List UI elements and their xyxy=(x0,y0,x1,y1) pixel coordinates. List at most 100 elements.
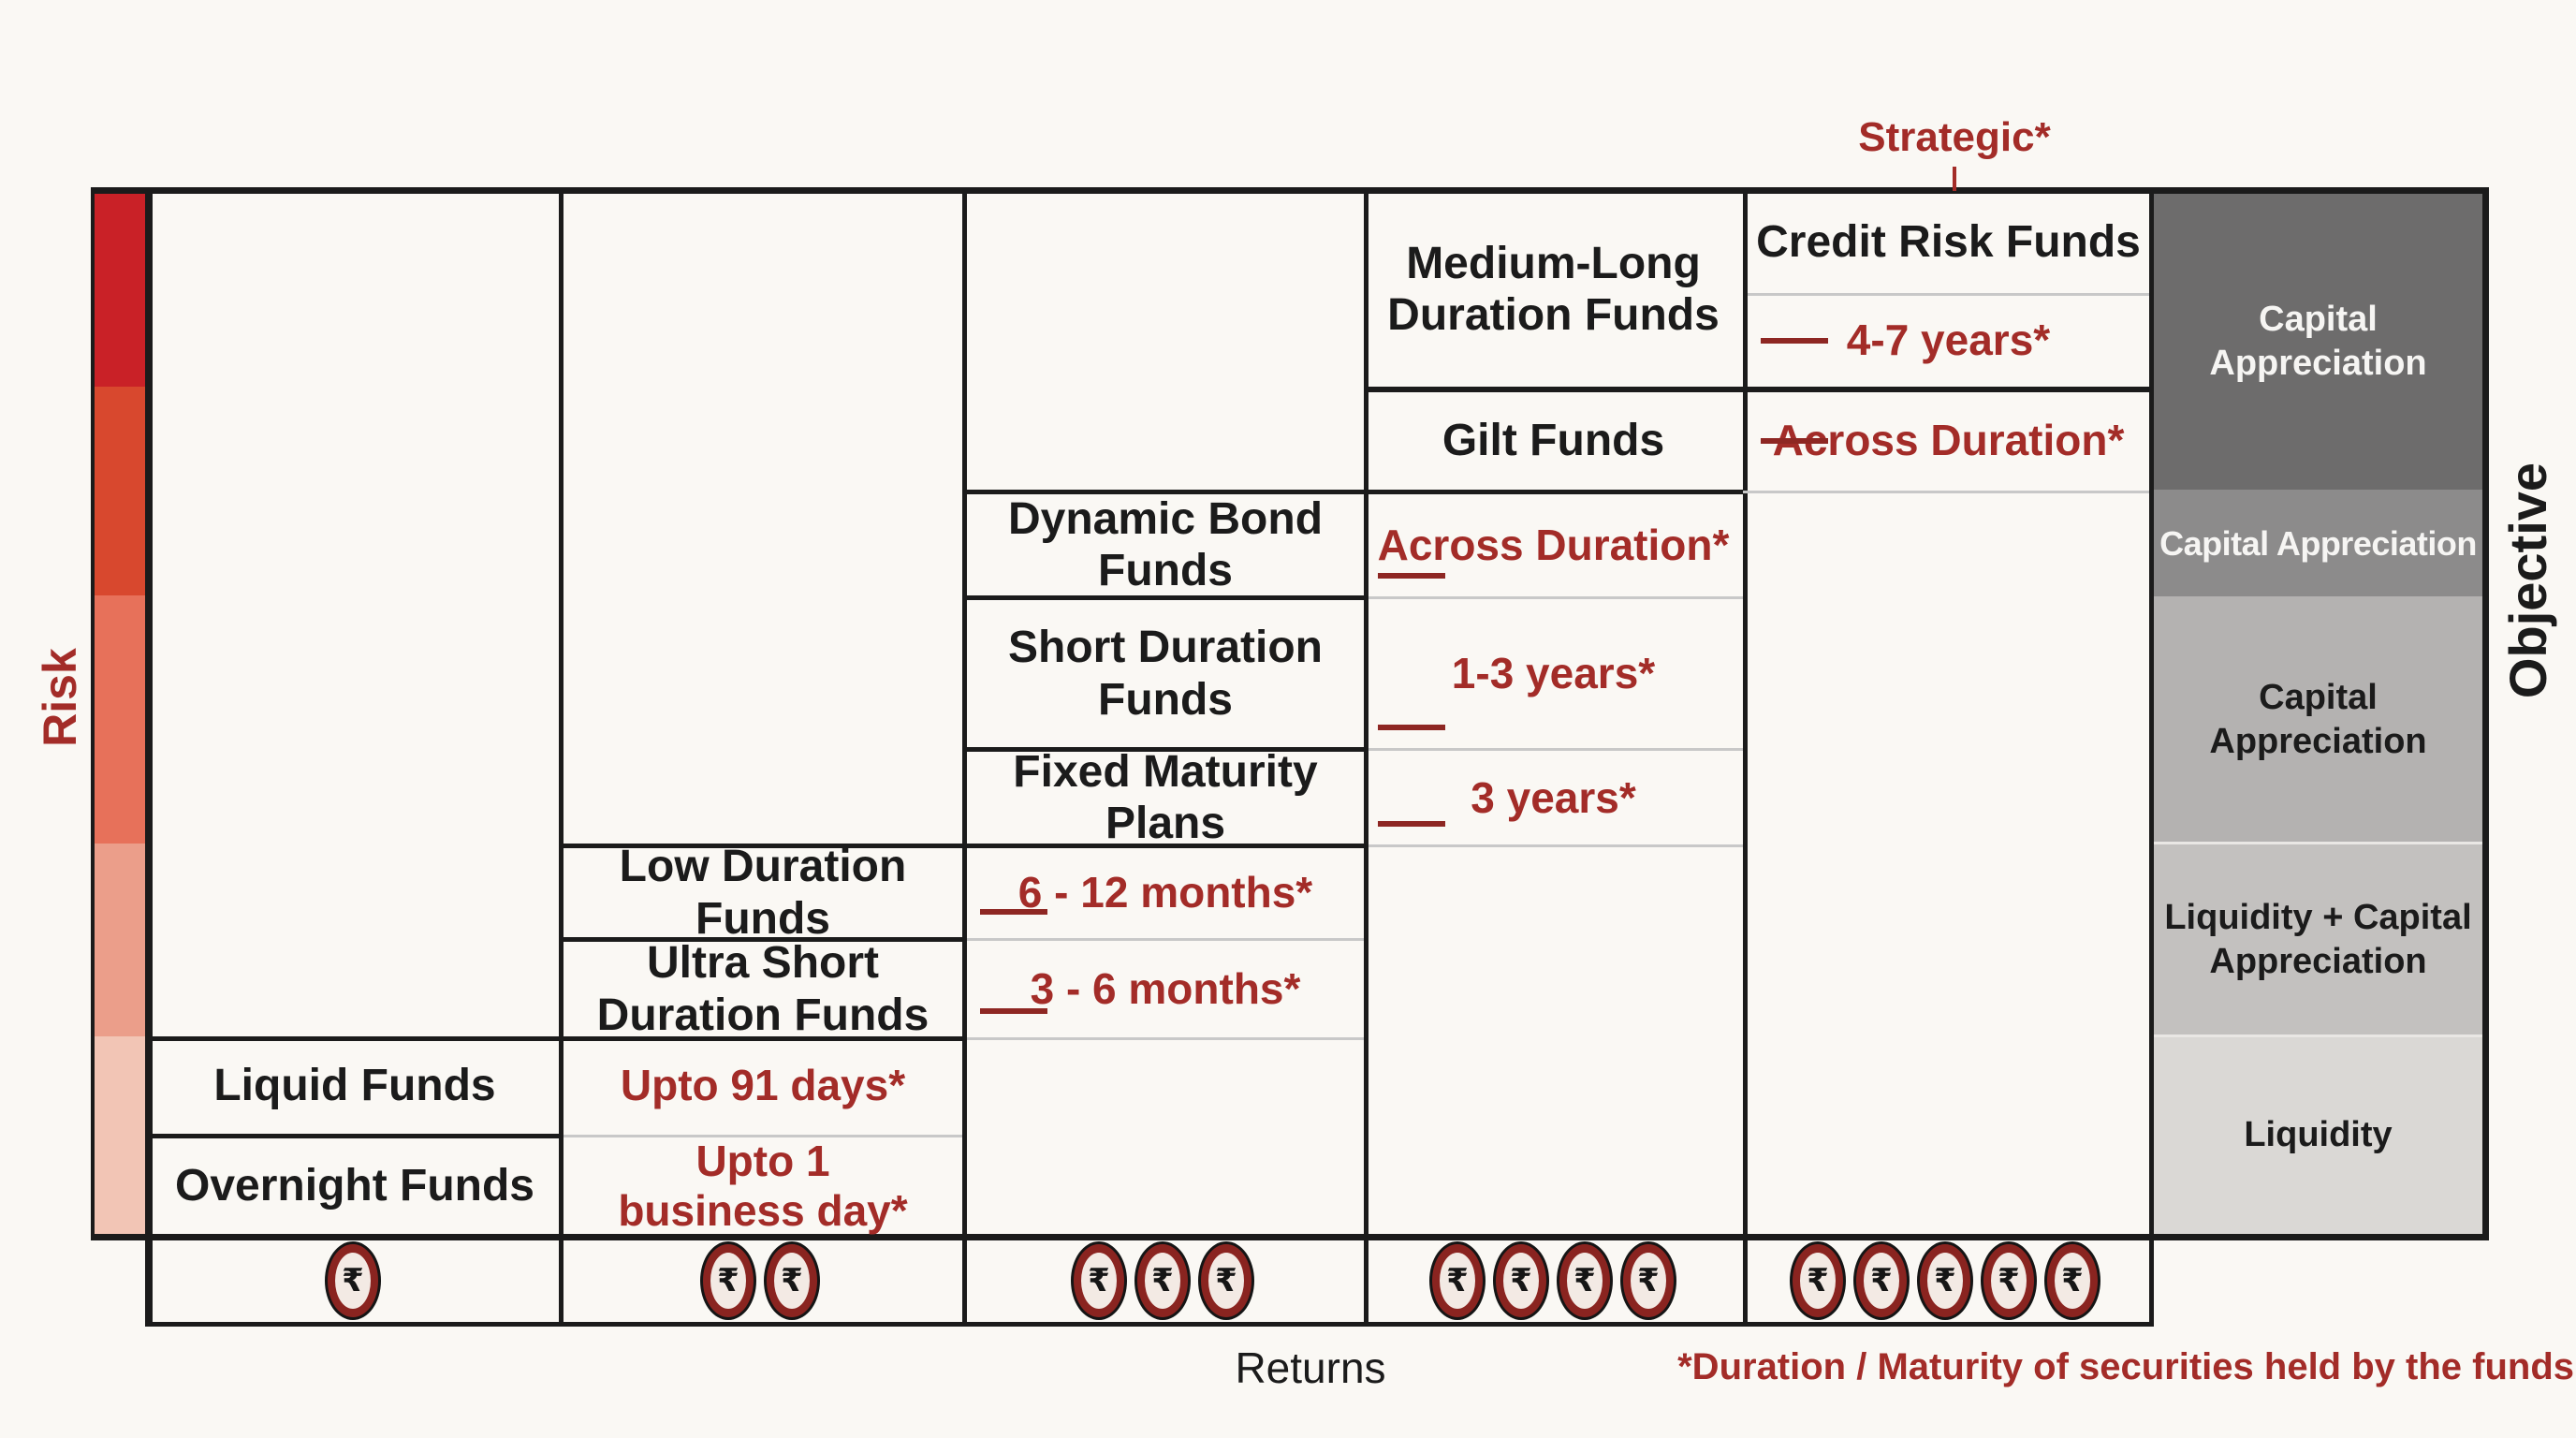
returns-axis-label: Returns xyxy=(1235,1343,1386,1392)
row-line xyxy=(1364,387,2149,392)
row-line xyxy=(1748,293,2149,296)
row-line xyxy=(967,938,1364,941)
row-line xyxy=(1368,844,1743,847)
returns-coins-col5: ₹ ₹ ₹ ₹ ₹ xyxy=(1790,1241,2100,1320)
rupee-coin-icon: ₹ xyxy=(764,1241,820,1320)
rupee-coin-icon: ₹ xyxy=(325,1241,381,1320)
table-left-border xyxy=(145,187,153,1327)
table-right-border xyxy=(2482,187,2489,1240)
coins-row-bottom-border xyxy=(145,1322,2154,1327)
row-line xyxy=(559,844,1368,848)
duration-low-duration: 6 - 12 months* xyxy=(967,850,1364,935)
risk-gradient-segment-5 xyxy=(95,1036,145,1234)
row-line xyxy=(967,1037,1364,1040)
column-divider-5 xyxy=(2149,187,2154,1327)
row-line xyxy=(559,937,967,942)
objective-section-capital-appreciation-3: Capital Appreciation xyxy=(2154,596,2482,844)
row-line xyxy=(962,747,1368,752)
duration-short-duration: 1-3 years* xyxy=(1368,602,1738,745)
fund-fixed-maturity: Fixed Maturity Plans xyxy=(1013,746,1318,848)
fund-ultra-short-duration: Ultra Short Duration Funds xyxy=(596,938,929,1040)
column-divider-2 xyxy=(962,187,967,1327)
duration-footnote: *Duration / Maturity of securities held … xyxy=(1677,1346,2574,1387)
duration-dash xyxy=(1378,725,1445,730)
returns-coins-col1: ₹ xyxy=(325,1241,381,1320)
row-line xyxy=(962,595,1368,600)
rupee-coin-icon: ₹ xyxy=(700,1241,756,1320)
duration-dynamic-bond: Across Duration* xyxy=(1368,496,1738,594)
rupee-coin-icon: ₹ xyxy=(1853,1241,1910,1320)
duration-text: 3 - 6 months* xyxy=(1030,964,1301,1014)
objective-divider xyxy=(2154,842,2482,844)
row-line xyxy=(145,1036,967,1041)
row-line xyxy=(1368,596,1743,599)
row-line xyxy=(564,1135,962,1137)
fund-overnight: Overnight Funds xyxy=(175,1161,534,1211)
fund-liquid: Liquid Funds xyxy=(213,1060,496,1110)
row-line xyxy=(1743,491,2149,493)
risk-gradient-segment-1 xyxy=(95,190,145,387)
objective-section-liquidity: Liquidity xyxy=(2154,1036,2482,1234)
objective-axis-label: Objective xyxy=(2497,462,2557,699)
table-bottom-border xyxy=(91,1234,2489,1240)
objective-section-capital-appreciation-1: Capital Appreciation xyxy=(2154,194,2482,490)
duration-dash xyxy=(980,909,1047,915)
rupee-coin-icon: ₹ xyxy=(1071,1241,1127,1320)
duration-text: 4-7 years* xyxy=(1846,315,2051,365)
rupee-coin-icon: ₹ xyxy=(1134,1241,1191,1320)
duration-text: Upto 91 days* xyxy=(620,1061,906,1110)
duration-text: 3 years* xyxy=(1471,772,1636,822)
strategic-pointer-line xyxy=(1953,167,1956,191)
rupee-coin-icon: ₹ xyxy=(2044,1241,2100,1320)
duration-liquid: Upto 91 days* xyxy=(564,1043,962,1128)
strategic-annotation: Strategic* xyxy=(1858,114,2051,160)
rupee-coin-icon: ₹ xyxy=(1557,1241,1613,1320)
row-line xyxy=(1368,748,1743,751)
fund-credit-risk: Credit Risk Funds xyxy=(1756,217,2141,268)
duration-text: Across Duration* xyxy=(1377,520,1730,569)
rupee-coin-icon: ₹ xyxy=(1917,1241,1973,1320)
duration-text: 1-3 years* xyxy=(1451,649,1656,698)
row-line xyxy=(962,490,1743,494)
objective-section-capital-appreciation-2: Capital Appreciation xyxy=(2154,490,2482,596)
returns-coins-col3: ₹ ₹ ₹ xyxy=(1071,1241,1254,1320)
duration-dash xyxy=(1378,573,1445,579)
duration-dash xyxy=(1761,337,1828,344)
duration-medium-long: 4-7 years* xyxy=(1748,296,2149,385)
rupee-coin-icon: ₹ xyxy=(1493,1241,1549,1320)
duration-ultra-short: 3 - 6 months* xyxy=(967,944,1364,1034)
rupee-coin-icon: ₹ xyxy=(1429,1241,1486,1320)
returns-coins-col4: ₹ ₹ ₹ ₹ xyxy=(1429,1241,1676,1320)
duration-dash xyxy=(1378,821,1445,827)
duration-dash xyxy=(1761,437,1828,444)
column-divider-3 xyxy=(1364,187,1368,1327)
objective-divider xyxy=(2154,1034,2482,1037)
duration-dash xyxy=(980,1008,1047,1014)
duration-gilt: Across Duration* xyxy=(1748,393,2149,488)
rupee-coin-icon: ₹ xyxy=(1981,1241,2037,1320)
rupee-coin-icon: ₹ xyxy=(1198,1241,1254,1320)
duration-overnight: Upto 1 business day* xyxy=(564,1137,962,1235)
column-divider-4 xyxy=(1743,187,1748,1327)
risk-gradient-segment-2 xyxy=(95,387,145,595)
column-divider-1 xyxy=(559,187,564,1327)
fund-low-duration: Low Duration Funds xyxy=(619,842,907,944)
risk-gradient-segment-3 xyxy=(95,595,145,844)
risk-gradient-segment-4 xyxy=(95,844,145,1036)
fund-short-duration: Short Duration Funds xyxy=(1008,623,1323,725)
rupee-coin-icon: ₹ xyxy=(1790,1241,1846,1320)
rupee-coin-icon: ₹ xyxy=(1620,1241,1676,1320)
fund-medium-long-duration: Medium-Long Duration Funds xyxy=(1387,238,1720,340)
risk-axis-label: Risk xyxy=(34,648,86,747)
returns-coins-col2: ₹ ₹ xyxy=(700,1241,820,1320)
table-top-border xyxy=(91,187,2489,194)
risk-bar-outline xyxy=(91,187,95,1240)
objective-section-liquidity-capital-appreciation: Liquidity + Capital Appreciation xyxy=(2154,844,2482,1036)
duration-text: Upto 1 business day* xyxy=(618,1137,908,1235)
duration-fixed-maturity: 3 years* xyxy=(1368,754,1738,842)
fund-dynamic-bond: Dynamic Bond Funds xyxy=(1007,493,1324,595)
row-line xyxy=(145,1134,564,1138)
fund-gilt: Gilt Funds xyxy=(1442,415,1665,465)
duration-text: 6 - 12 months* xyxy=(1017,868,1313,917)
